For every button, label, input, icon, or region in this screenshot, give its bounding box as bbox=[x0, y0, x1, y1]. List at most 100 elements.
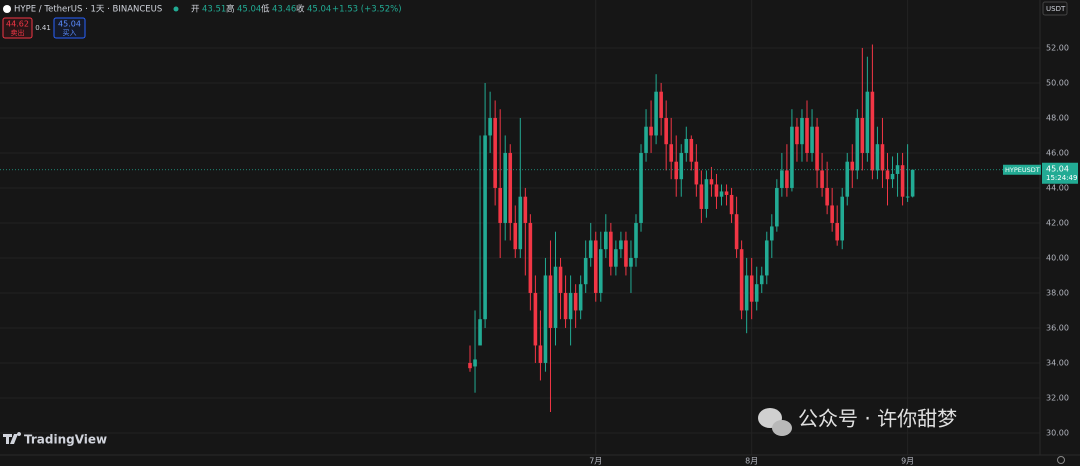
spread: 0.41 bbox=[35, 24, 51, 32]
currency-button[interactable] bbox=[1042, 1, 1068, 16]
y-tick-label: 46.00 bbox=[1046, 148, 1069, 157]
candle-body bbox=[734, 214, 739, 250]
candle-body bbox=[815, 126, 819, 171]
status-dot bbox=[173, 6, 179, 12]
candle-body bbox=[890, 173, 895, 180]
candle-body bbox=[764, 240, 769, 276]
price-tag-box bbox=[1042, 162, 1078, 184]
ohlc-value: 43.51 bbox=[202, 5, 226, 15]
ohlc-change: +1.53 (+3.52%) bbox=[332, 5, 402, 15]
candle-body bbox=[478, 319, 482, 346]
candle-body bbox=[759, 275, 764, 285]
buy-label: 买入 bbox=[63, 29, 77, 37]
ohlc-value: 43.46 bbox=[272, 5, 296, 15]
buy-price: 45.04 bbox=[58, 20, 81, 29]
candle-body bbox=[548, 275, 553, 328]
symbol-icon bbox=[3, 5, 11, 13]
candle-body bbox=[749, 275, 754, 302]
candle-body bbox=[684, 138, 689, 153]
x-tick-label: 9月 bbox=[901, 457, 914, 466]
candle-body bbox=[885, 170, 890, 180]
candle-body bbox=[563, 292, 568, 320]
candle-body bbox=[669, 144, 673, 162]
candle-body bbox=[488, 117, 492, 136]
x-tick-label: 7月 bbox=[589, 457, 602, 466]
candle-body bbox=[905, 196, 910, 198]
candle-body bbox=[493, 117, 497, 188]
sell-button[interactable] bbox=[2, 17, 33, 39]
candle-body bbox=[629, 257, 633, 267]
currency: USDT bbox=[1046, 5, 1066, 13]
candle-body bbox=[845, 161, 850, 197]
x-tick-label: 8月 bbox=[745, 457, 758, 466]
candle-body bbox=[729, 194, 734, 215]
candle-body bbox=[558, 266, 563, 293]
candle-body bbox=[518, 196, 523, 250]
candle-body bbox=[583, 257, 588, 285]
candle-body bbox=[785, 170, 789, 188]
y-tick-label: 42.00 bbox=[1046, 218, 1069, 227]
symbol-title: HYPE / TetherUS · 1天 · BINANCEUS bbox=[14, 5, 162, 15]
candle-body bbox=[855, 117, 860, 171]
y-tick-label: 52.00 bbox=[1046, 43, 1069, 52]
candle-body bbox=[503, 152, 508, 223]
candle-body bbox=[533, 292, 538, 346]
y-tick-label: 48.00 bbox=[1046, 113, 1069, 122]
sell-label: 卖出 bbox=[11, 28, 25, 37]
price-tag-price: 45.04 bbox=[1046, 164, 1069, 173]
price-tag-countdown: 15:24:49 bbox=[1046, 174, 1077, 182]
wechat-icon bbox=[772, 420, 792, 436]
candle-body bbox=[775, 187, 779, 227]
candle-body bbox=[604, 231, 608, 250]
candle-body bbox=[578, 284, 583, 311]
candle-body bbox=[835, 222, 839, 241]
y-tick-label: 40.00 bbox=[1046, 253, 1069, 262]
y-tick-label: 34.00 bbox=[1046, 358, 1069, 367]
candle-body bbox=[654, 91, 658, 136]
candle-body bbox=[664, 117, 668, 145]
candle-body bbox=[850, 161, 855, 171]
candle-body bbox=[800, 117, 804, 145]
candle-body bbox=[513, 222, 518, 250]
candle-body bbox=[810, 126, 814, 153]
candle-body bbox=[830, 205, 834, 223]
candle-body bbox=[614, 249, 618, 267]
candle-body bbox=[609, 231, 613, 267]
candle-body bbox=[719, 191, 724, 197]
ohlc-label: 低 bbox=[261, 4, 270, 15]
candle-body bbox=[573, 292, 578, 311]
candle-body bbox=[754, 284, 759, 302]
y-tick-label: 30.00 bbox=[1046, 428, 1069, 437]
candle-body bbox=[659, 91, 663, 118]
candle-body bbox=[593, 240, 598, 293]
candle-body bbox=[865, 91, 870, 153]
tv-logo bbox=[3, 432, 22, 444]
candle-body bbox=[679, 152, 684, 180]
candle-body bbox=[473, 359, 477, 367]
candle-body bbox=[639, 152, 643, 223]
candle-body bbox=[649, 126, 653, 136]
candle-body bbox=[825, 187, 829, 206]
candle-body bbox=[860, 117, 865, 153]
candle-body bbox=[588, 240, 593, 258]
buy-button[interactable] bbox=[53, 17, 86, 39]
candle-body bbox=[508, 152, 513, 223]
candle-body bbox=[875, 144, 880, 171]
candle-body bbox=[820, 170, 824, 188]
settings-icon[interactable] bbox=[1057, 456, 1065, 464]
candle-body bbox=[674, 161, 679, 180]
candle-body bbox=[744, 275, 749, 311]
ohlc-label: 收 bbox=[296, 4, 305, 15]
candle-body bbox=[619, 240, 623, 250]
watermark: TradingView bbox=[24, 433, 107, 447]
candle-body bbox=[644, 126, 648, 153]
candle-body bbox=[694, 161, 699, 185]
ohlc-label: 高 bbox=[226, 4, 235, 15]
candle-body bbox=[538, 345, 543, 363]
candle-body bbox=[870, 91, 875, 171]
sell-price: 44.62 bbox=[6, 20, 29, 29]
ohlc-value: 45.04 bbox=[307, 5, 331, 15]
candle-body bbox=[880, 144, 885, 171]
